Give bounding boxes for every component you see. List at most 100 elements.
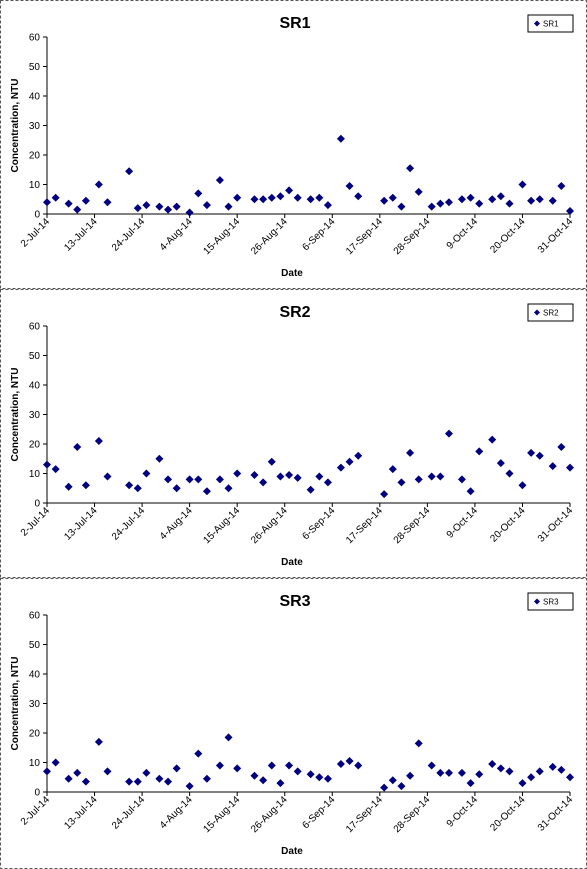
point	[315, 472, 324, 481]
point	[427, 472, 436, 481]
x-tick-label: 4-Aug-14	[158, 505, 195, 542]
point	[202, 201, 211, 210]
point	[164, 777, 173, 786]
point	[259, 478, 268, 487]
y-axis-label: Concentration, NTU	[10, 657, 21, 751]
point	[276, 192, 285, 201]
point	[94, 437, 103, 446]
legend-label: SR3	[543, 598, 559, 607]
point	[436, 472, 445, 481]
x-tick-label: 4-Aug-14	[158, 794, 195, 831]
x-axis-label: Date	[281, 846, 303, 857]
point	[164, 475, 173, 484]
point	[276, 779, 285, 788]
chart-title: SR2	[279, 304, 310, 321]
point	[527, 196, 536, 205]
point	[172, 484, 181, 493]
x-tick-label: 9-Oct-14	[445, 505, 481, 541]
y-tick-label: 30	[29, 410, 41, 421]
point	[306, 195, 315, 204]
point	[43, 460, 51, 469]
x-tick-label: 17-Sep-14	[344, 505, 385, 546]
legend-box	[527, 592, 574, 611]
point	[466, 487, 475, 496]
chart-title: SR3	[279, 593, 310, 610]
point	[354, 192, 363, 201]
point	[336, 759, 345, 768]
point	[323, 201, 332, 210]
point	[336, 134, 345, 143]
point	[566, 773, 574, 782]
point	[475, 447, 484, 456]
point	[233, 469, 242, 478]
y-tick-label: 40	[29, 670, 41, 681]
point	[527, 773, 536, 782]
point	[142, 768, 151, 777]
y-tick-label: 20	[29, 440, 41, 451]
point	[81, 777, 90, 786]
point	[51, 193, 60, 202]
point	[566, 207, 574, 216]
point	[73, 442, 82, 451]
y-tick-label: 50	[29, 640, 41, 651]
point	[250, 195, 259, 204]
chart-title: SR1	[279, 15, 310, 32]
point	[323, 478, 332, 487]
x-tick-label: 15-Aug-14	[202, 505, 243, 546]
point	[51, 758, 60, 767]
x-tick-label: 6-Sep-14	[301, 505, 338, 542]
point	[518, 180, 527, 189]
point	[142, 469, 151, 478]
point	[285, 470, 294, 479]
point	[406, 164, 415, 173]
point	[397, 478, 406, 487]
point	[414, 187, 423, 196]
y-tick-label: 0	[34, 788, 40, 799]
point	[315, 773, 324, 782]
x-tick-label: 28-Sep-14	[392, 794, 433, 835]
x-tick-label: 15-Aug-14	[202, 216, 243, 257]
point	[233, 764, 242, 773]
x-tick-label: 31-Oct-14	[536, 505, 576, 545]
point	[457, 195, 466, 204]
point	[293, 193, 302, 202]
legend-label: SR1	[543, 20, 559, 29]
point	[155, 454, 164, 463]
point	[259, 776, 268, 785]
point	[436, 768, 445, 777]
point	[388, 776, 397, 785]
x-tick-label: 24-Jul-14	[110, 794, 148, 832]
x-tick-label: 24-Jul-14	[110, 216, 148, 254]
point	[285, 186, 294, 195]
y-tick-label: 10	[29, 469, 41, 480]
x-tick-label: 17-Sep-14	[344, 216, 385, 257]
x-tick-label: 13-Jul-14	[62, 505, 100, 543]
y-axis-label: Concentration, NTU	[10, 79, 21, 173]
point	[496, 459, 505, 468]
point	[475, 770, 484, 779]
point	[527, 448, 536, 457]
point	[436, 199, 445, 208]
x-tick-label: 20-Oct-14	[488, 794, 528, 834]
x-tick-label: 28-Sep-14	[392, 505, 433, 546]
legend-marker	[534, 309, 540, 316]
point	[185, 782, 194, 791]
point	[103, 198, 112, 207]
y-tick-label: 60	[29, 33, 41, 44]
point	[215, 176, 224, 185]
point	[496, 192, 505, 201]
point	[224, 484, 233, 493]
y-tick-label: 10	[29, 180, 41, 191]
point	[380, 783, 389, 792]
point	[354, 451, 363, 460]
point	[505, 767, 514, 776]
x-tick-label: 26-Aug-14	[249, 794, 290, 835]
point	[345, 757, 354, 766]
point	[155, 202, 164, 211]
point	[64, 482, 73, 491]
x-tick-label: 2-Jul-14	[19, 505, 53, 539]
point	[557, 765, 566, 774]
x-tick-label: 6-Sep-14	[301, 794, 338, 831]
x-axis-label: Date	[281, 557, 303, 568]
legend-box	[527, 14, 574, 33]
